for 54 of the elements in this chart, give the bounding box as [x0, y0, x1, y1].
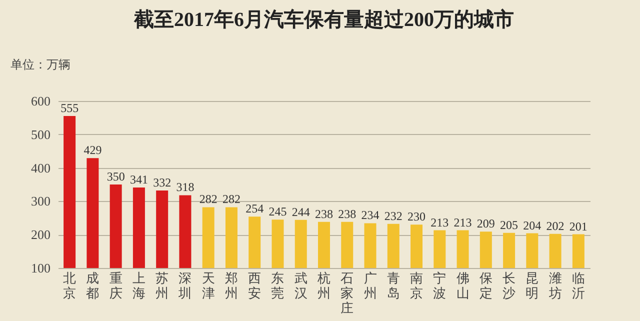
data-label: 213	[430, 215, 449, 230]
data-label: 234	[361, 208, 380, 222]
data-label: 282	[222, 192, 240, 206]
data-label: 244	[292, 204, 310, 219]
x-tick-label: 昆明	[526, 270, 539, 300]
x-tick-label: 北京	[63, 270, 76, 300]
data-label: 232	[384, 208, 402, 223]
x-tick-label: 成都	[86, 270, 100, 300]
data-label: 318	[176, 180, 194, 194]
x-tick-label: 杭州	[316, 270, 330, 300]
data-label: 213	[454, 215, 472, 230]
data-label: 332	[153, 176, 172, 190]
x-tick-label: 南京	[410, 270, 424, 300]
x-tick-label: 武汉	[294, 270, 308, 300]
x-tick-label: 石家庄	[340, 270, 354, 316]
x-tick-label: 苏州	[156, 270, 169, 300]
data-label: 254	[246, 202, 264, 216]
x-tick-label: 临沂	[572, 270, 585, 300]
y-axis-title: 单位：万辆	[10, 58, 70, 72]
x-tick-label: 郑州	[224, 270, 238, 300]
x-tick-label: 上海	[132, 270, 146, 300]
x-tick-label: 西安	[248, 270, 262, 300]
x-tick-label: 深圳	[178, 270, 192, 300]
data-label: 201	[569, 219, 588, 234]
data-label: 341	[130, 172, 148, 187]
x-tick-label: 保定	[479, 270, 492, 300]
y-tick-label: 200	[31, 227, 50, 242]
x-tick-label: 重庆	[109, 270, 122, 300]
y-tick-label: 500	[31, 126, 50, 142]
data-label: 350	[106, 170, 125, 184]
data-label: 205	[500, 218, 518, 232]
data-label: 202	[546, 218, 564, 233]
data-label: 238	[315, 206, 333, 221]
data-label: 555	[60, 101, 79, 116]
chart-title: 截至2017年6月汽车保有量超过200万的城市	[133, 8, 514, 31]
x-tick-label: 潍坊	[548, 270, 562, 300]
x-tick-label: 青岛	[386, 270, 400, 300]
x-tick-label: 天津	[202, 270, 215, 300]
data-label: 238	[338, 206, 356, 221]
y-tick-label: 600	[31, 94, 50, 108]
data-label: 429	[84, 143, 102, 158]
data-label: 245	[268, 204, 287, 219]
x-tick-label: 长沙	[502, 270, 516, 300]
data-label: 282	[199, 192, 218, 206]
x-tick-label: 宁波	[433, 270, 446, 300]
x-tick-label: 广州	[364, 270, 377, 300]
data-label: 204	[523, 218, 542, 232]
y-tick-label: 100	[31, 260, 50, 276]
y-tick-label: 400	[31, 160, 50, 176]
x-tick-label: 东莞	[271, 270, 284, 300]
x-tick-label: 佛山	[456, 270, 470, 300]
data-label: 209	[476, 216, 495, 231]
data-label: 230	[408, 210, 426, 224]
y-tick-label: 300	[31, 194, 50, 209]
